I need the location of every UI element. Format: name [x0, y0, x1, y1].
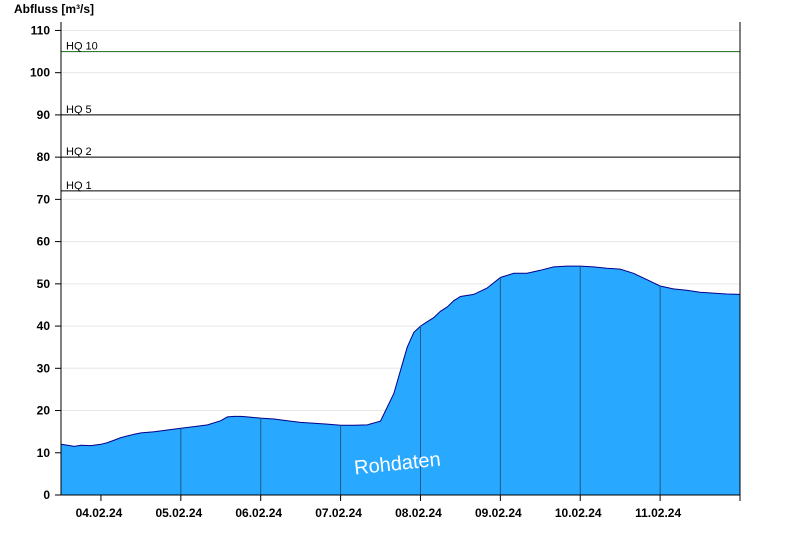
y-tick-label: 50 [37, 277, 51, 291]
y-tick-label: 80 [37, 150, 51, 164]
y-tick-label: 20 [37, 404, 51, 418]
threshold-label: HQ 1 [66, 180, 92, 192]
y-tick-label: 30 [37, 361, 51, 375]
y-tick-label: 60 [37, 235, 51, 249]
y-tick-label: 110 [31, 23, 51, 37]
x-tick-label: 06.02.24 [235, 506, 282, 520]
x-tick-label: 08.02.24 [395, 506, 442, 520]
axes [60, 22, 741, 496]
x-tick-label: 09.02.24 [475, 506, 522, 520]
y-tick-label: 90 [37, 108, 51, 122]
y-axis-title: Abfluss [m³/s] [14, 2, 94, 16]
y-ticks: 0 10 20 30 40 50 60 70 80 90 100 110 [30, 23, 61, 502]
discharge-fill [61, 266, 740, 495]
y-tick-label: 40 [37, 319, 51, 333]
x-tick-label: 07.02.24 [315, 506, 362, 520]
y-tick-label: 100 [30, 66, 50, 80]
threshold-label: HQ 2 [66, 146, 92, 158]
x-ticks: 04.02.24 05.02.24 06.02.24 07.02.24 08.02.24… [76, 495, 741, 520]
y-tick-label: 0 [43, 488, 50, 502]
x-tick-label: 05.02.24 [155, 506, 202, 520]
x-tick-label: 11.02.24 [635, 506, 681, 520]
x-tick-label: 04.02.24 [76, 506, 123, 520]
day-separators [180, 266, 661, 495]
y-tick-label: 70 [37, 192, 51, 206]
discharge-line [60, 265, 741, 447]
threshold-lines: HQ 1 HQ 2 HQ 5 HQ 10 [61, 41, 740, 192]
y-tick-label: 10 [37, 446, 51, 460]
discharge-area [60, 265, 741, 495]
x-tick-label: 10.02.24 [555, 506, 602, 520]
threshold-label: HQ 10 [66, 41, 98, 53]
threshold-label: HQ 5 [66, 104, 92, 116]
